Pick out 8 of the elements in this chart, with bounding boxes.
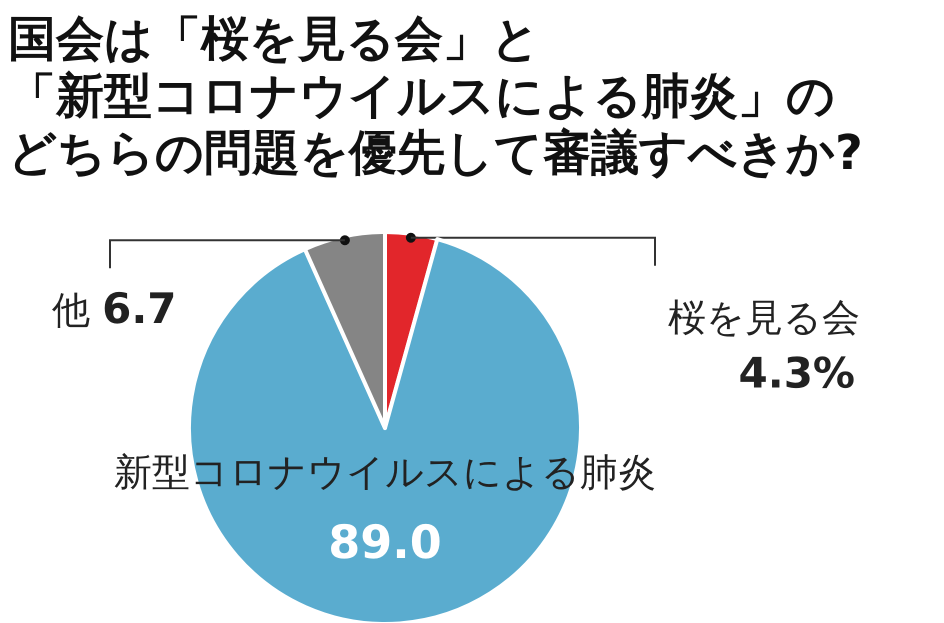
- data-label: 6.7: [102, 284, 176, 334]
- chart-subtitle: 「新型コロナウイルスによる肺炎」のどちらの問題を優先して審議すべきか?: [8, 68, 863, 181]
- slice-label: 新型コロナウイルスによる肺炎: [114, 450, 656, 494]
- data-label: 4.3%: [738, 348, 855, 398]
- slice-label: 桜を見る会: [668, 296, 860, 340]
- chart-title: 国会は「桜を見る会」と: [8, 11, 540, 67]
- slice-label: 他: [52, 288, 102, 332]
- data-label: 89.0: [328, 515, 442, 569]
